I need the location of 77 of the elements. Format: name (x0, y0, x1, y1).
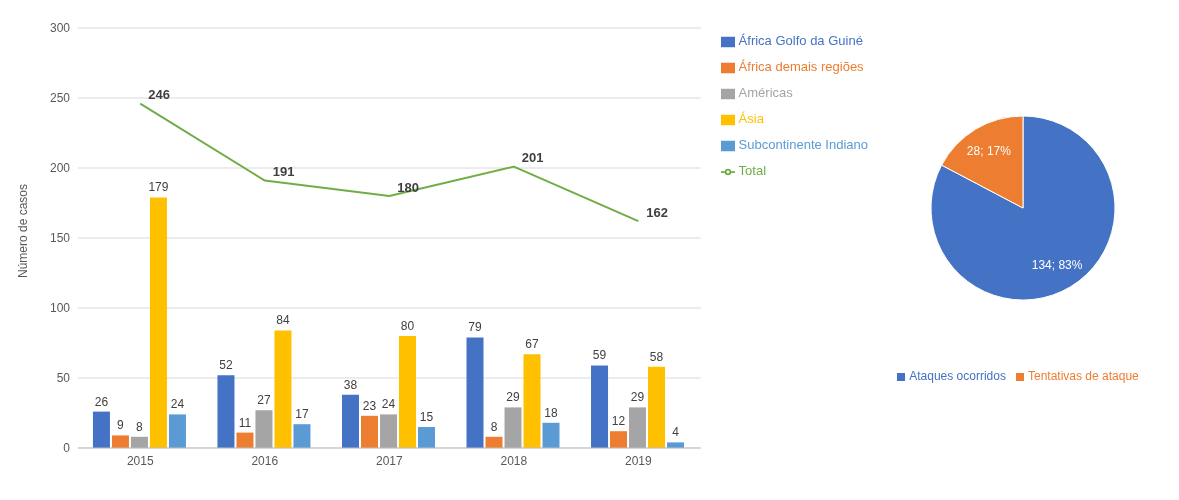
y-tick-label: 300 (49, 21, 71, 36)
data-label: 18 (544, 405, 558, 420)
y-tick-label: 150 (49, 231, 71, 246)
bar (111, 435, 129, 448)
data-label: 9 (117, 418, 125, 433)
data-label: 58 (649, 349, 664, 364)
bar (168, 414, 186, 448)
data-label: 38 (343, 377, 358, 392)
bar (293, 424, 311, 448)
data-label: 80 (400, 319, 415, 333)
bar (398, 336, 416, 448)
data-label: 246 (148, 87, 170, 103)
data-label: 27 (257, 393, 271, 408)
y-tick-label: 250 (49, 91, 71, 106)
bar (149, 197, 167, 448)
data-label: 12 (611, 414, 626, 429)
legend-label: África Golfo da Guiné (738, 33, 863, 48)
data-label: 17 (295, 407, 309, 422)
data-label: 4 (672, 425, 680, 440)
data-label: 59 (592, 348, 607, 363)
legend-label: Ataques ocorridos (909, 369, 1006, 383)
data-label: 84 (276, 313, 290, 328)
bar (417, 427, 435, 448)
bar (610, 431, 628, 448)
data-label: 23 (362, 398, 377, 413)
line-series (139, 102, 640, 223)
data-label: 162 (646, 204, 669, 220)
bar (542, 422, 560, 448)
data-label: 26 (94, 394, 109, 409)
data-label: 15 (419, 410, 434, 424)
x-tick-label: 2019 (625, 453, 653, 468)
x-tick-label: 2016 (251, 453, 279, 468)
data-label: 28; 17% (966, 144, 1012, 159)
y-tick-label: 100 (49, 301, 71, 316)
data-label: 180 (397, 179, 420, 195)
y-axis-title: Número de casos (16, 183, 31, 278)
bar (92, 411, 110, 448)
data-label: 8 (490, 419, 498, 434)
legend-label: África demais regiões (738, 59, 864, 74)
x-tick-label: 2017 (375, 453, 403, 468)
bar (360, 415, 378, 448)
data-label: 52 (219, 358, 233, 373)
bar (379, 414, 397, 448)
bar (341, 394, 359, 448)
bar (504, 407, 522, 448)
y-tick-label: 50 (56, 371, 71, 386)
data-label: 11 (238, 415, 252, 430)
y-tick-label: 0 (63, 441, 71, 456)
bar (523, 354, 541, 448)
data-label: 134; 83% (1031, 257, 1083, 272)
data-label: 24 (381, 397, 396, 412)
x-tick-label: 2018 (500, 453, 528, 468)
bar (629, 407, 647, 448)
bar (217, 375, 235, 448)
bar (255, 410, 273, 448)
bar (648, 366, 666, 448)
x-tick-label: 2015 (126, 453, 154, 468)
bar (591, 365, 609, 448)
data-label: 191 (272, 164, 295, 180)
data-label: 8 (136, 419, 144, 434)
data-label: 179 (148, 180, 169, 195)
legend-label: Tentativas de ataque (1027, 369, 1139, 383)
data-label: 29 (630, 390, 645, 405)
legend-label: Subcontinente Indiano (738, 137, 868, 152)
data-label: 201 (521, 150, 544, 166)
bar (466, 337, 484, 448)
y-tick-label: 200 (49, 161, 71, 176)
bar (236, 432, 254, 448)
bar (274, 330, 292, 448)
data-label: 67 (525, 337, 539, 352)
data-label: 24 (170, 397, 185, 412)
legend-label: Américas (738, 85, 793, 100)
data-label: 29 (506, 390, 520, 405)
pie-slice (930, 115, 1116, 301)
legend-label: Ásia (738, 111, 764, 126)
legend-label: Total (738, 163, 767, 178)
data-label: 79 (468, 320, 482, 335)
